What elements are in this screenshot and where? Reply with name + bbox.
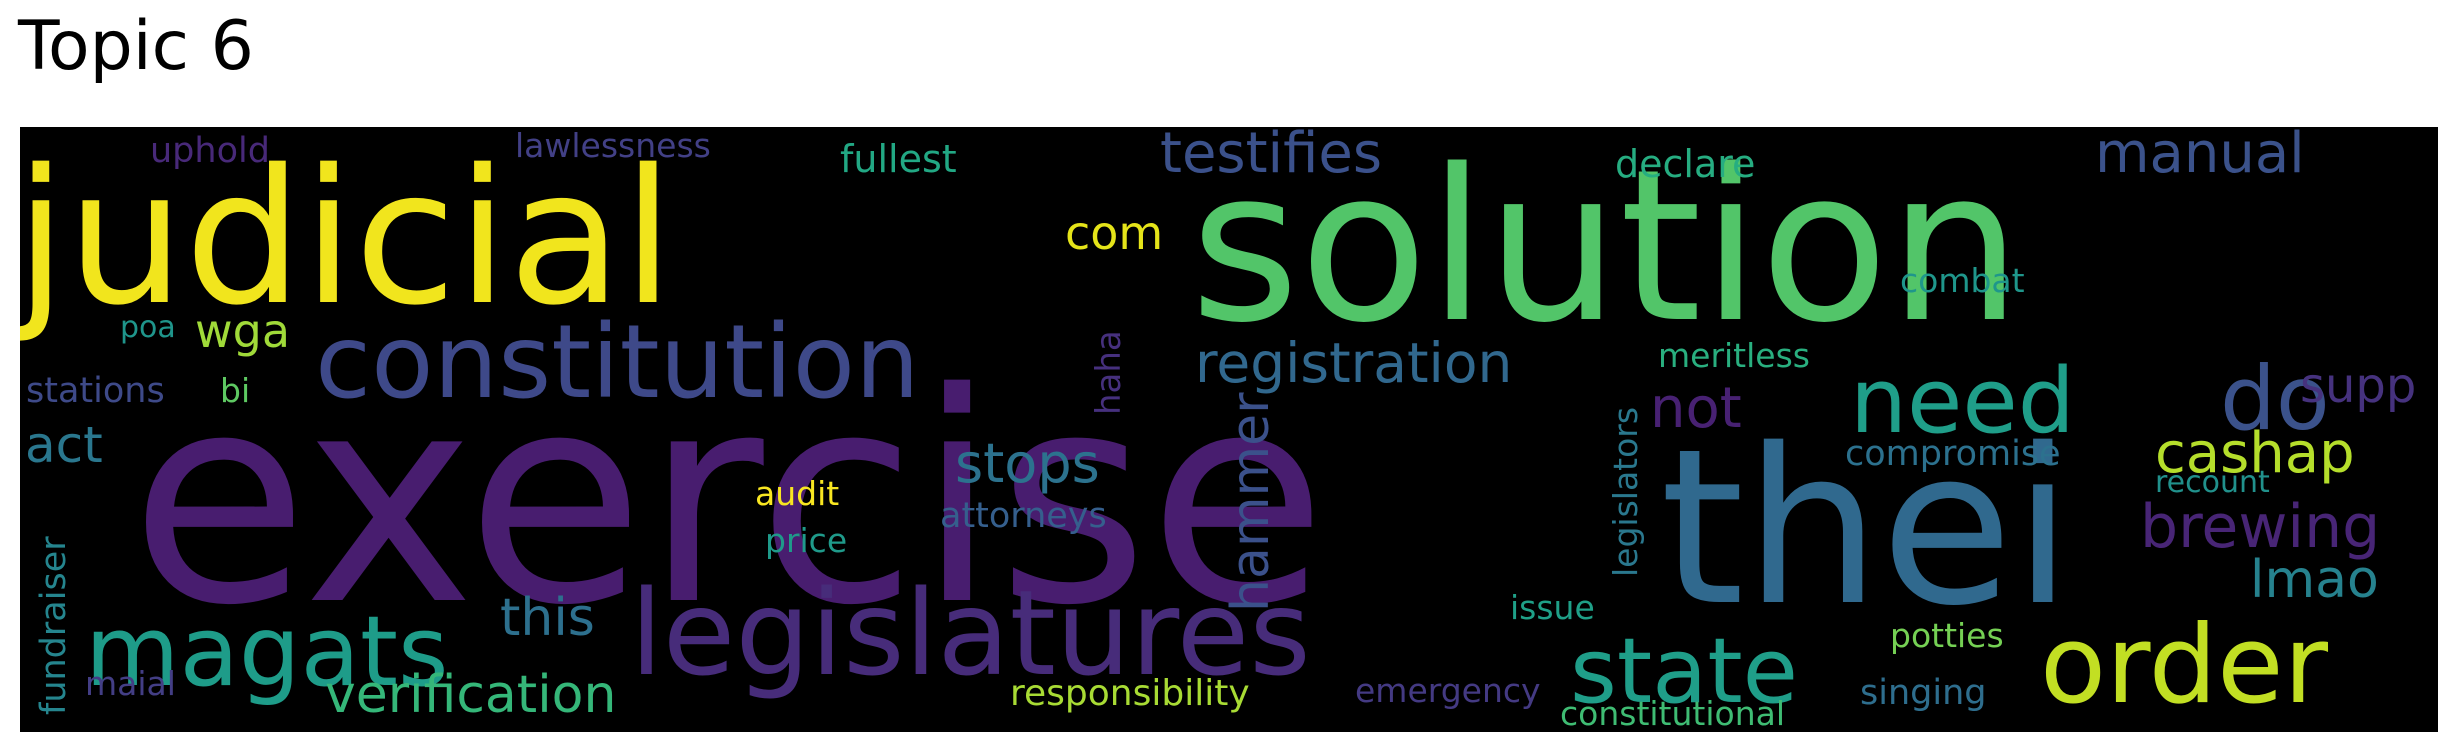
cloud-word: maial [85,664,176,703]
cloud-word: bi [220,371,250,410]
cloud-word: legislatures [630,564,1311,702]
cloud-word: haha [1089,330,1129,415]
cloud-word: state [1570,619,1798,724]
cloud-word: emergency [1355,671,1541,710]
cloud-word: testifies [1160,127,1382,186]
cloud-word: fullest [840,137,957,181]
cloud-word: supp [2300,358,2416,414]
cloud-word: singing [1860,673,1986,713]
page-title: Topic 6 [18,7,254,86]
cloud-word: cashap [2155,421,2355,486]
cloud-word: attorneys [940,496,1107,536]
cloud-word: need [1850,349,2075,454]
cloud-word: not [1650,376,1742,441]
cloud-word: potties [1890,616,2004,655]
cloud-word: constitution [315,303,920,422]
cloud-word: com [1065,206,1163,260]
cloud-word: combat [1900,261,2025,300]
cloud-word: compromise [1845,434,2061,474]
cloud-word: stations [26,371,165,411]
cloud-word: do [2220,347,2330,450]
cloud-word: price [765,521,847,560]
cloud-word: stops [955,432,1100,495]
cloud-word: brewing [2140,492,2380,562]
cloud-word: magats [85,595,449,708]
cloud-word: verification [325,665,616,725]
cloud-word: legislators [1606,407,1645,577]
cloud-word: registration [1195,331,1512,395]
cloud-word: exercise [130,332,1327,669]
cloud-word: judicial [20,129,674,346]
word-cloud: exercise solution judicial thei legislat… [20,127,2438,732]
cloud-word: manual [2095,127,2305,186]
cloud-word: this [500,588,595,648]
cloud-word: lawlessness [515,127,711,165]
cloud-word: order [2040,603,2329,728]
cloud-word: uphold [150,131,270,171]
cloud-word: wga [195,304,290,358]
cloud-word: solution [1190,127,2022,369]
cloud-word: act [25,416,103,474]
cloud-word: constitutional [1560,694,1785,732]
cloud-word: issue [1510,588,1595,627]
cloud-word: responsibility [1010,673,1250,714]
cloud-word: thei [1660,402,2073,653]
cloud-word: lmao [2250,550,2379,610]
cloud-word: audit [755,474,839,513]
cloud-word: fundraiser [34,536,74,715]
cloud-word: poa [120,310,176,345]
cloud-word: recount [2155,465,2270,500]
cloud-word: meritless [1658,336,1810,375]
cloud-word: declare [1615,142,1755,186]
cloud-word: hammer [1221,392,1281,612]
